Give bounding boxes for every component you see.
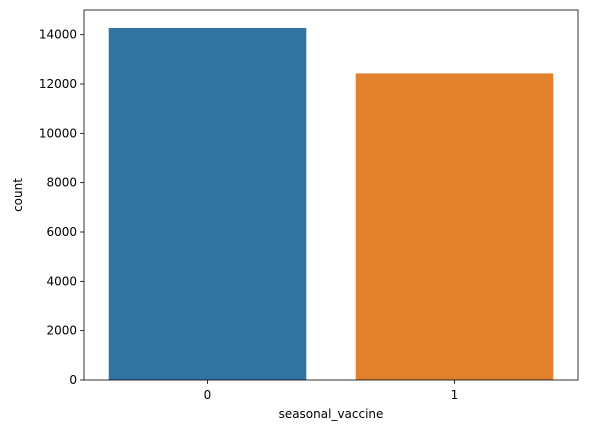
bar-1 — [355, 73, 554, 380]
bar-0 — [108, 28, 307, 381]
x-tick-label: 0 — [204, 388, 212, 402]
x-axis-label: seasonal_vaccine — [279, 407, 384, 421]
y-axis-ticks: 0 2000 4000 6000 8000 10000 12000 14000 — [39, 28, 84, 387]
y-tick-label: 14000 — [39, 28, 77, 42]
x-tick-label: 1 — [451, 388, 459, 402]
y-tick-label: 8000 — [46, 176, 77, 190]
bars-group — [108, 28, 554, 381]
y-tick-label: 10000 — [39, 126, 77, 140]
plot-frame — [83, 9, 579, 381]
y-axis-label: count — [11, 178, 25, 212]
y-tick-label: 2000 — [46, 324, 77, 338]
y-tick-label: 0 — [69, 373, 77, 387]
y-tick-label: 12000 — [39, 77, 77, 91]
y-tick-label: 4000 — [46, 274, 77, 288]
y-tick-label: 6000 — [46, 225, 77, 239]
